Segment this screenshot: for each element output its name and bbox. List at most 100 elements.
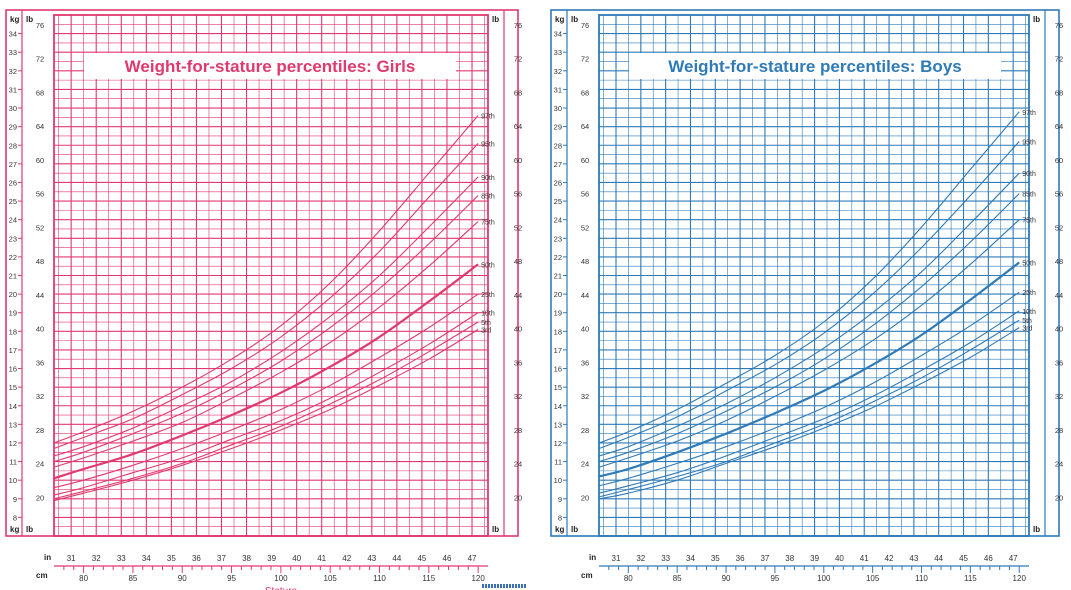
percentile-label-90th: 90th xyxy=(1022,171,1036,178)
y-tick-label-lb-right: 28 xyxy=(514,426,522,435)
percentile-line-85th xyxy=(53,195,479,463)
x-tick-label-in: 40 xyxy=(835,554,844,563)
y-tick-label-kg: 25 xyxy=(9,197,17,206)
y-tick-label-kg: 8 xyxy=(558,513,562,522)
y-tick-label-kg: 21 xyxy=(554,272,562,281)
percentile-line-10th xyxy=(598,310,1020,494)
y-tick-label-kg: 31 xyxy=(9,85,17,94)
x-tick-label-in: 37 xyxy=(217,554,226,563)
y-tick-label-lb-right: 76 xyxy=(1055,21,1063,30)
x-tick-label-in: 41 xyxy=(317,554,326,563)
x-tick-label-in: 39 xyxy=(810,554,819,563)
percentile-line-50th xyxy=(53,263,479,480)
x-tick-label-in: 43 xyxy=(909,554,918,563)
percentile-label-50th: 50th xyxy=(481,262,495,269)
percentile-label-25th: 25th xyxy=(1022,290,1036,297)
y-tick-label-kg: 14 xyxy=(554,402,562,411)
y-tick-label-lb-right: 28 xyxy=(1055,426,1063,435)
y-tick-label-lb: 52 xyxy=(581,223,589,232)
y-tick-label-kg: 29 xyxy=(9,123,17,132)
y-tick-label-kg: 23 xyxy=(554,234,562,243)
y-tick-label-kg: 25 xyxy=(554,197,562,206)
title-background xyxy=(84,53,456,79)
x-tick-label-cm: 115 xyxy=(422,574,435,583)
cm-unit-label: cm xyxy=(581,571,593,580)
y-tick-label-kg: 14 xyxy=(9,402,17,411)
y-tick-label-kg: 8 xyxy=(13,513,17,522)
y-tick-label-kg: 26 xyxy=(9,178,17,187)
y-tick-label-kg: 23 xyxy=(9,234,17,243)
y-tick-label-lb-right: 60 xyxy=(1055,156,1063,165)
x-tick-label-in: 31 xyxy=(612,554,621,563)
x-tick-label-cm: 105 xyxy=(866,574,880,583)
y-tick-label-kg: 32 xyxy=(554,67,562,76)
y-tick-label-kg: 17 xyxy=(9,346,17,355)
y-tick-label-kg: 28 xyxy=(554,141,562,150)
percentile-label-97th: 97th xyxy=(1022,110,1036,117)
x-axis-title: Stature xyxy=(265,586,298,590)
percentile-line-10th xyxy=(53,312,479,496)
x-tick-label-in: 44 xyxy=(934,554,943,563)
y-tick-label-lb: 76 xyxy=(581,21,589,30)
y-tick-label-kg: 15 xyxy=(554,383,562,392)
y-tick-label-lb: 24 xyxy=(581,460,589,469)
y-tick-label-kg: 13 xyxy=(554,420,562,429)
x-tick-label-cm: 100 xyxy=(817,574,831,583)
y-tick-label-lb: 72 xyxy=(581,55,589,64)
y-tick-label-kg: 11 xyxy=(9,458,17,467)
plot-area-border xyxy=(598,14,1030,537)
x-tick-label-in: 35 xyxy=(167,554,176,563)
lb-unit-label-bottom: lb xyxy=(26,525,33,534)
in-unit-label: in xyxy=(589,553,596,562)
y-tick-label-lb-right: 68 xyxy=(1055,88,1063,97)
y-tick-label-lb: 68 xyxy=(36,88,44,97)
percentile-line-75th xyxy=(598,219,1020,468)
y-tick-label-kg: 24 xyxy=(554,216,562,225)
title-background xyxy=(629,53,1001,79)
y-tick-label-kg: 15 xyxy=(9,383,17,392)
x-tick-label-in: 44 xyxy=(392,554,401,563)
x-tick-label-cm: 90 xyxy=(722,574,731,583)
y-tick-label-lb: 20 xyxy=(36,493,44,502)
x-tick-label-in: 46 xyxy=(984,554,993,563)
y-tick-label-kg: 34 xyxy=(9,30,17,39)
x-tick-label-in: 33 xyxy=(661,554,670,563)
y-tick-label-kg: 20 xyxy=(9,290,17,299)
dotted-divider xyxy=(482,584,527,588)
x-tick-label-in: 45 xyxy=(417,554,426,563)
y-tick-label-kg: 29 xyxy=(554,123,562,132)
y-tick-label-lb: 44 xyxy=(581,291,589,300)
percentile-line-3rd xyxy=(53,329,479,502)
x-tick-label-in: 34 xyxy=(142,554,151,563)
percentile-line-90th xyxy=(53,176,479,457)
y-tick-label-lb: 64 xyxy=(581,122,589,131)
percentile-line-75th xyxy=(53,221,479,468)
y-tick-label-lb-right: 60 xyxy=(514,156,522,165)
y-tick-label-lb: 28 xyxy=(36,426,44,435)
percentile-label-10th: 10th xyxy=(1022,309,1036,316)
y-tick-label-lb: 40 xyxy=(36,325,44,334)
y-tick-label-kg: 13 xyxy=(9,420,17,429)
y-tick-label-kg: 18 xyxy=(554,327,562,336)
y-tick-label-lb-right: 20 xyxy=(514,493,522,502)
x-tick-label-in: 47 xyxy=(468,554,477,563)
y-tick-label-kg: 9 xyxy=(13,495,17,504)
x-tick-label-in: 42 xyxy=(342,554,351,563)
percentile-label-10th: 10th xyxy=(481,311,495,318)
y-tick-label-kg: 22 xyxy=(554,253,562,262)
percentile-label-3rd: 3rd xyxy=(1022,326,1032,333)
y-tick-label-kg: 33 xyxy=(9,48,17,57)
percentile-label-5th: 5th xyxy=(1022,318,1032,325)
lb-unit-label-top: lb xyxy=(571,15,578,24)
percentile-line-5th xyxy=(53,321,479,500)
y-tick-label-lb-right: 32 xyxy=(1055,392,1063,401)
y-tick-label-kg: 30 xyxy=(554,104,562,113)
y-tick-label-kg: 18 xyxy=(9,327,17,336)
percentile-label-85th: 85th xyxy=(481,193,495,200)
percentile-line-25th xyxy=(598,291,1020,487)
kg-unit-label-bottom: kg xyxy=(555,525,564,534)
y-tick-label-lb: 48 xyxy=(36,257,44,266)
percentile-label-75th: 75th xyxy=(1022,218,1036,225)
